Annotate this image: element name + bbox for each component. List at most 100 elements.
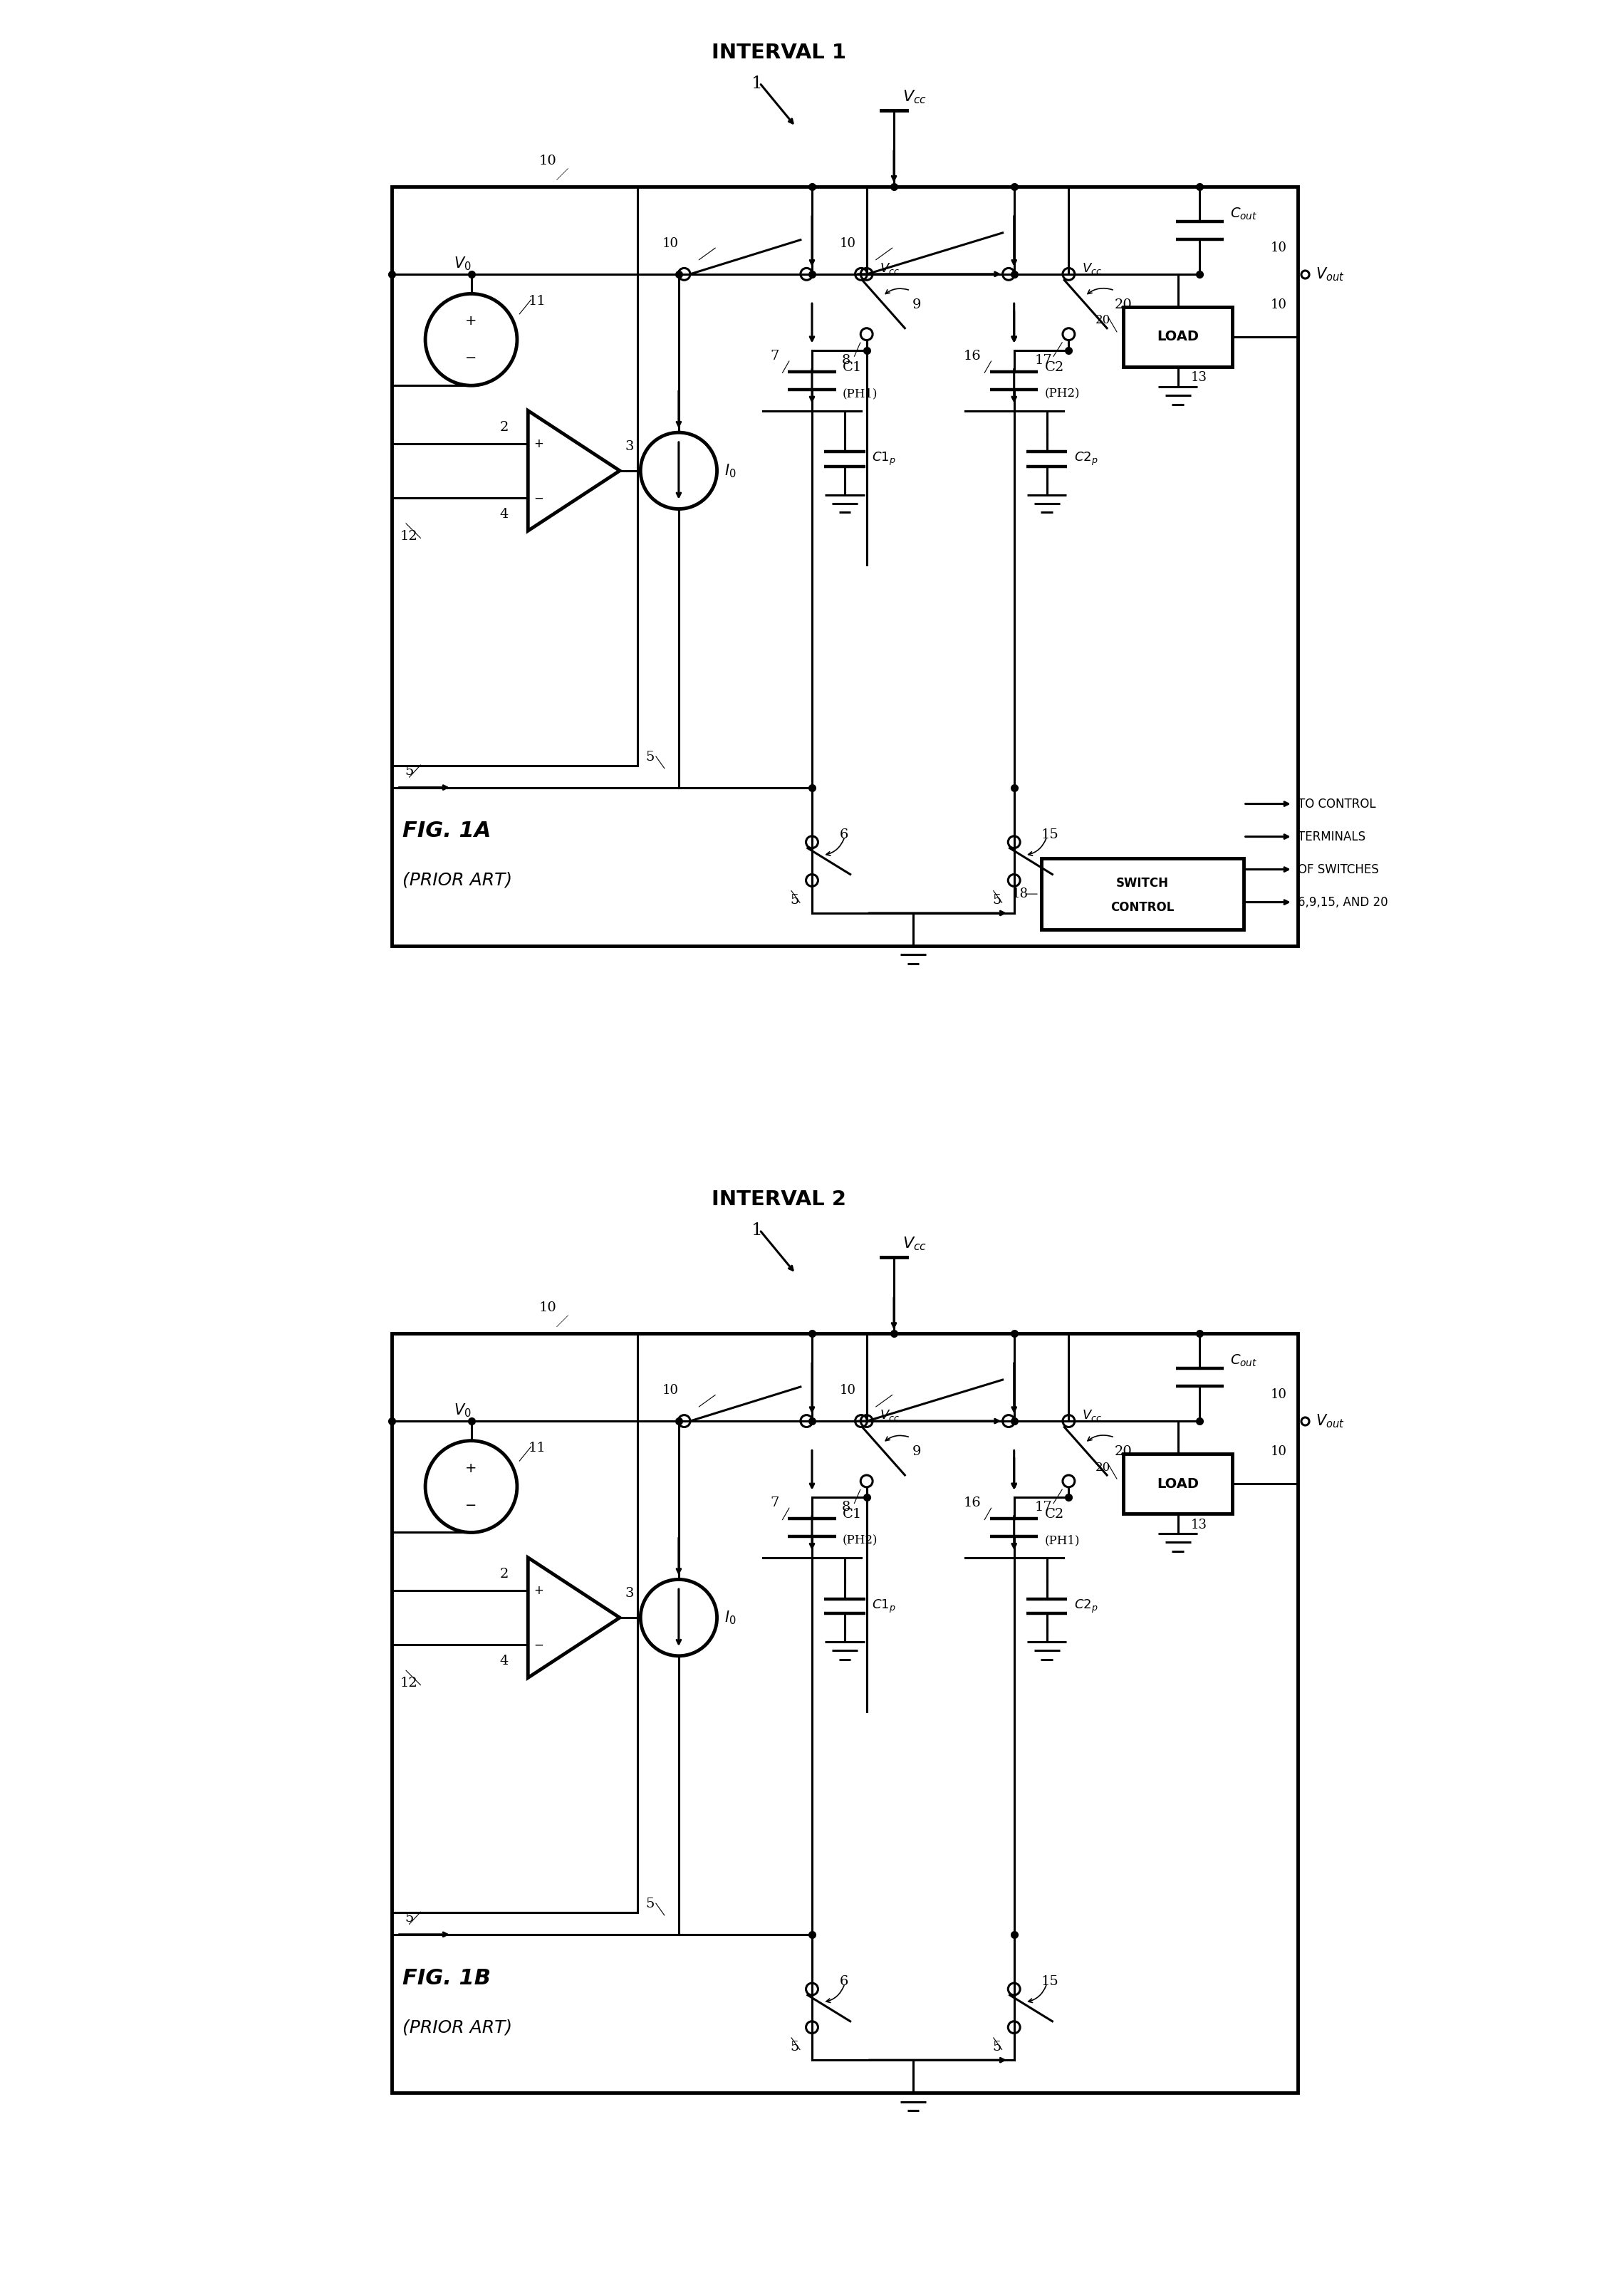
Text: 10: 10 (539, 153, 557, 167)
Text: −: − (466, 1499, 477, 1513)
Text: FIG. 1B: FIG. 1B (403, 1967, 490, 1988)
Text: C2: C2 (1044, 1508, 1064, 1522)
Text: (PRIOR ART): (PRIOR ART) (403, 873, 512, 889)
Text: 10: 10 (1272, 1389, 1288, 1401)
Text: 4: 4 (500, 507, 508, 521)
Text: $V_{cc}$: $V_{cc}$ (880, 1408, 900, 1424)
Text: 20: 20 (1114, 1444, 1132, 1458)
Text: OF SWITCHES: OF SWITCHES (1298, 864, 1379, 875)
Text: 1: 1 (752, 75, 763, 91)
Text: 5: 5 (646, 749, 654, 763)
Text: 8: 8 (841, 354, 851, 366)
Text: 15: 15 (1041, 1974, 1059, 1988)
Text: LOAD: LOAD (1156, 329, 1199, 343)
Text: $C1_p$: $C1_p$ (872, 450, 896, 468)
Text: 20: 20 (1114, 299, 1132, 311)
Text: 16: 16 (963, 350, 981, 363)
Text: C1: C1 (843, 1508, 862, 1522)
Text: 3: 3 (625, 1588, 633, 1600)
Text: $V_{cc}$: $V_{cc}$ (880, 260, 900, 276)
Text: +: + (534, 1584, 544, 1597)
Text: (PRIOR ART): (PRIOR ART) (403, 2018, 512, 2036)
Text: 7: 7 (770, 1497, 780, 1510)
Text: −: − (534, 1638, 544, 1652)
Text: 7: 7 (770, 350, 780, 363)
Text: $C2_p$: $C2_p$ (1073, 1597, 1098, 1615)
Text: $V_{cc}$: $V_{cc}$ (903, 1236, 927, 1252)
Text: INTERVAL 1: INTERVAL 1 (711, 43, 846, 62)
Text: $I_0$: $I_0$ (724, 1609, 736, 1627)
Text: 6: 6 (840, 827, 848, 841)
Text: 10: 10 (663, 1385, 679, 1396)
Text: $V_{cc}$: $V_{cc}$ (1082, 1408, 1101, 1424)
Text: C1: C1 (843, 361, 862, 375)
Text: 15: 15 (1041, 827, 1059, 841)
Text: $V_{out}$: $V_{out}$ (1315, 1412, 1345, 1430)
Text: TERMINALS: TERMINALS (1298, 829, 1366, 843)
Text: 9: 9 (913, 299, 921, 311)
Text: +: + (466, 1460, 477, 1474)
Text: 6,9,15, AND 20: 6,9,15, AND 20 (1298, 896, 1389, 909)
Text: 10: 10 (1272, 242, 1288, 254)
Text: $C_{out}$: $C_{out}$ (1231, 206, 1257, 222)
Text: 4: 4 (500, 1654, 508, 1668)
Text: 17: 17 (1034, 1501, 1052, 1513)
Bar (391, 187, 1298, 946)
Text: 5: 5 (404, 1913, 414, 1924)
Text: 11: 11 (528, 295, 546, 308)
Text: LOAD: LOAD (1156, 1476, 1199, 1490)
Text: (PH2): (PH2) (1044, 388, 1080, 400)
Text: 10: 10 (539, 1300, 557, 1314)
Text: +: + (466, 315, 477, 327)
Text: 10: 10 (663, 238, 679, 249)
Text: $C1_p$: $C1_p$ (872, 1597, 896, 1615)
Text: 11: 11 (528, 1442, 546, 1456)
Text: $V_0$: $V_0$ (453, 256, 471, 272)
Text: $V_0$: $V_0$ (453, 1403, 471, 1419)
Text: $I_0$: $I_0$ (724, 462, 736, 480)
Text: $C_{out}$: $C_{out}$ (1231, 1353, 1257, 1369)
Text: 5: 5 (646, 1897, 654, 1910)
Text: −: − (466, 352, 477, 366)
Text: 10: 10 (840, 238, 856, 249)
Text: 16: 16 (963, 1497, 981, 1510)
Text: 10: 10 (1272, 297, 1288, 311)
Text: 20: 20 (1095, 315, 1111, 327)
Text: CONTROL: CONTROL (1111, 900, 1174, 914)
Text: TO CONTROL: TO CONTROL (1298, 797, 1376, 811)
Bar (1124, 306, 1233, 368)
Bar (391, 187, 637, 765)
Text: 2: 2 (500, 1568, 508, 1581)
Text: 20: 20 (1095, 1462, 1111, 1474)
Text: 10: 10 (840, 1385, 856, 1396)
Text: 5: 5 (992, 893, 1000, 907)
Text: 2: 2 (500, 420, 508, 434)
Text: 18: 18 (1012, 887, 1028, 900)
Text: 12: 12 (400, 1677, 417, 1689)
Text: 8: 8 (841, 1501, 851, 1513)
Text: −: − (534, 491, 544, 505)
Bar (1124, 1453, 1233, 1515)
Text: 5: 5 (992, 2041, 1000, 2054)
Text: (PH1): (PH1) (843, 388, 879, 400)
Bar (391, 1334, 1298, 2093)
Text: SWITCH: SWITCH (1116, 877, 1169, 889)
Bar (1041, 859, 1244, 930)
Text: 9: 9 (913, 1444, 921, 1458)
Text: INTERVAL 2: INTERVAL 2 (711, 1190, 846, 1209)
Text: 17: 17 (1034, 354, 1052, 366)
Text: $V_{cc}$: $V_{cc}$ (903, 89, 927, 105)
Text: (PH1): (PH1) (1044, 1536, 1080, 1547)
Text: 12: 12 (400, 530, 417, 542)
Text: (PH2): (PH2) (843, 1536, 879, 1547)
Text: C2: C2 (1044, 361, 1064, 375)
Text: +: + (534, 436, 544, 450)
Text: 6: 6 (840, 1974, 848, 1988)
Text: 13: 13 (1190, 372, 1207, 384)
Text: 5: 5 (404, 765, 414, 777)
Text: 13: 13 (1190, 1520, 1207, 1531)
Text: 5: 5 (791, 2041, 799, 2054)
Text: 3: 3 (625, 441, 633, 452)
Text: 10: 10 (1272, 1444, 1288, 1458)
Text: FIG. 1A: FIG. 1A (403, 820, 490, 841)
